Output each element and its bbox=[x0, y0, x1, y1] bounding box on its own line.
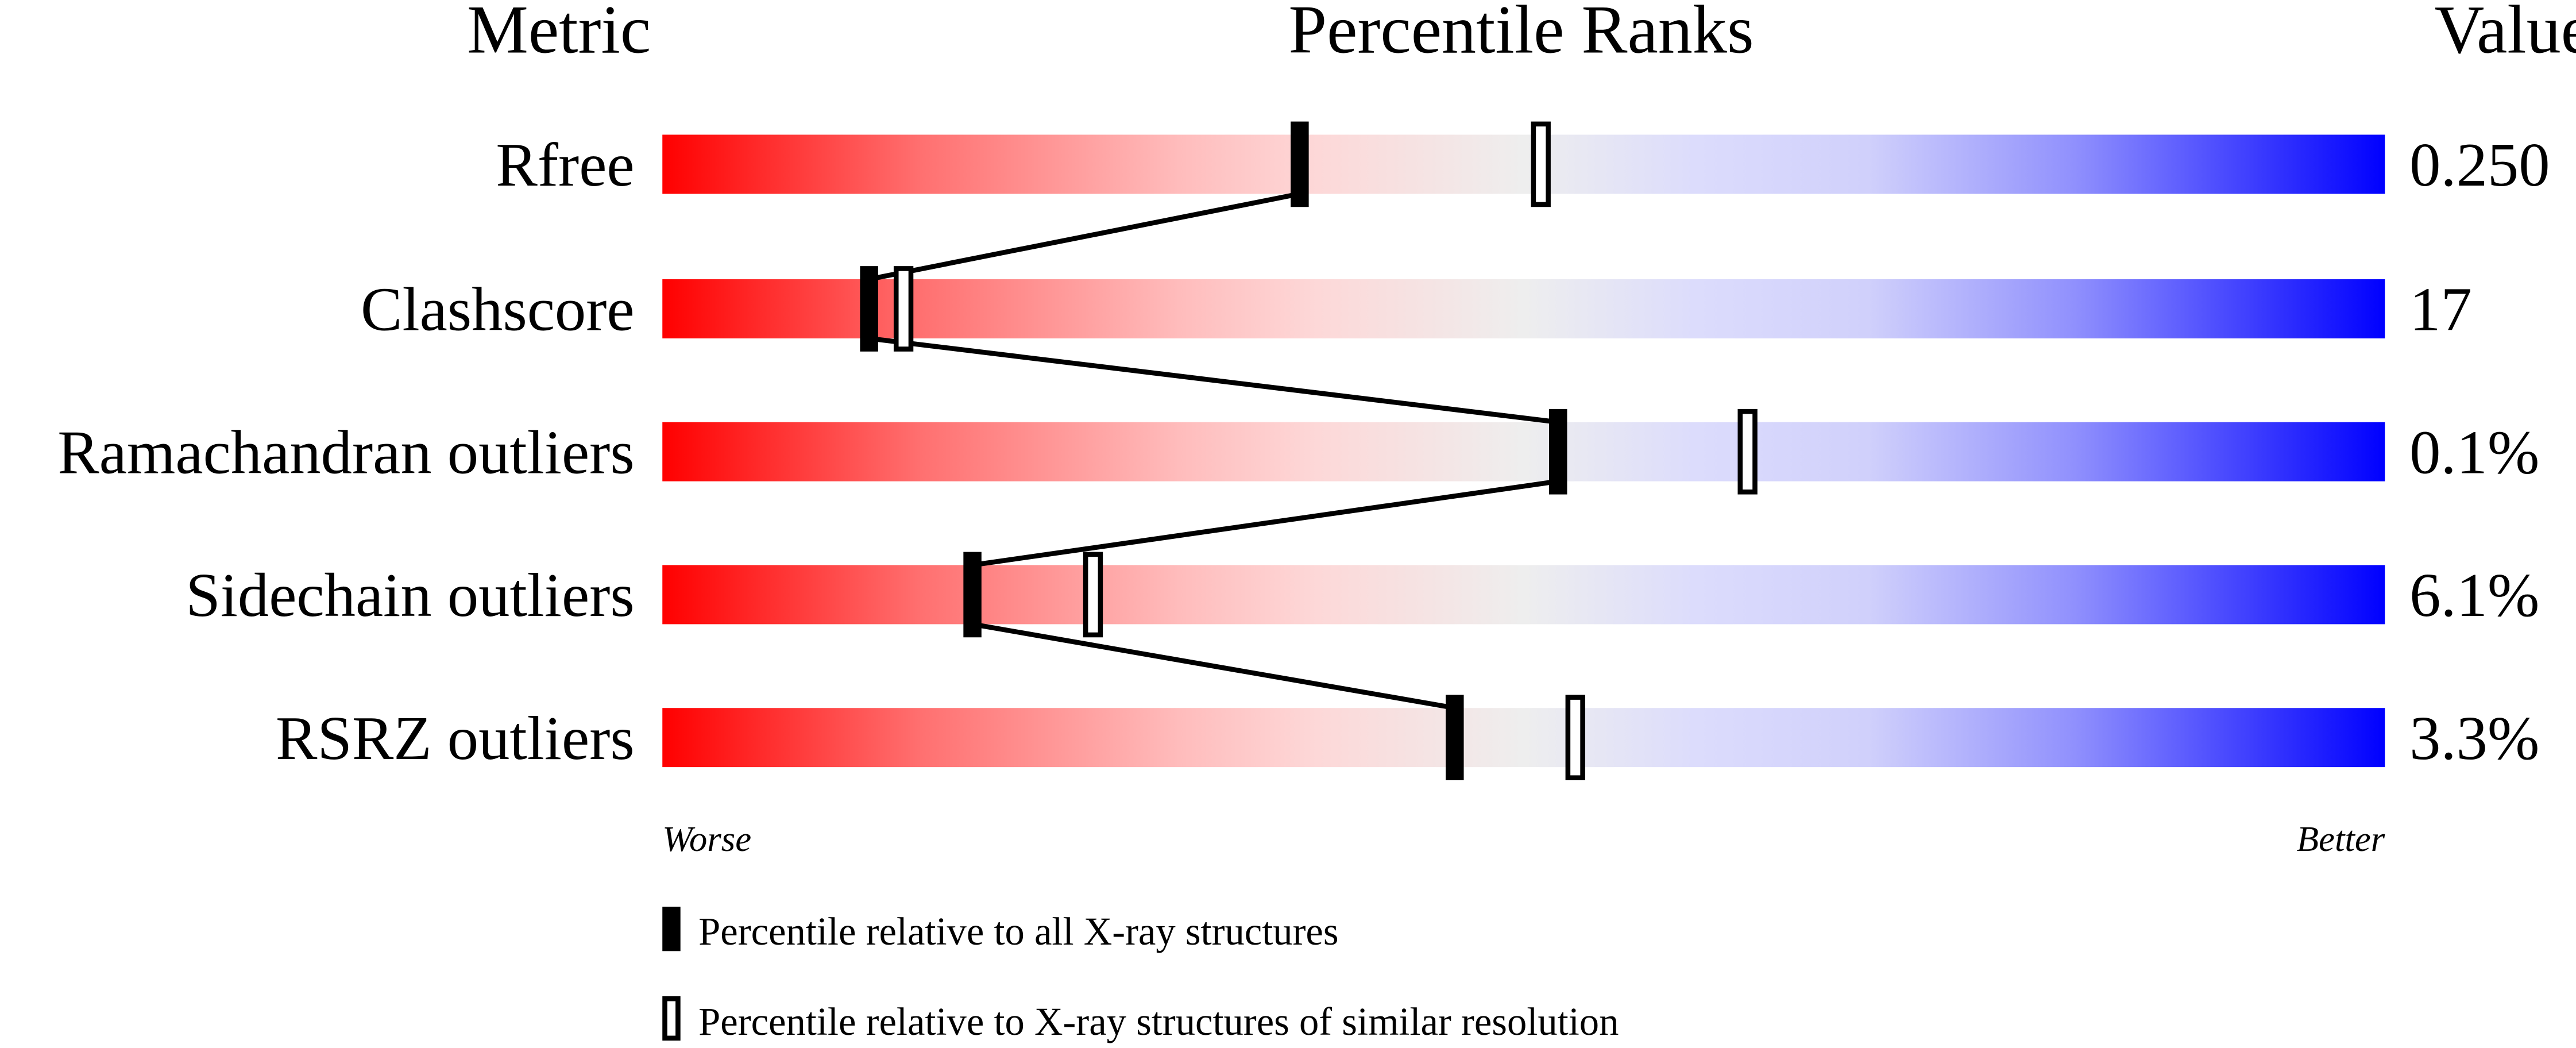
metric-value: 6.1% bbox=[2409, 561, 2539, 630]
header-value: Value bbox=[2435, 0, 2576, 67]
connector-line bbox=[972, 622, 1455, 711]
metric-label: Sidechain outliers bbox=[186, 561, 634, 630]
marker-similar-resolution bbox=[1737, 409, 1758, 495]
connector-line bbox=[868, 336, 1559, 425]
marker-all-structures bbox=[860, 266, 878, 352]
legend-all-label: Percentile relative to all X-ray structu… bbox=[698, 910, 1338, 953]
percentile-bar bbox=[662, 422, 2385, 481]
marker-similar-resolution bbox=[893, 266, 914, 352]
connector-line bbox=[868, 191, 1300, 282]
metric-value: 0.250 bbox=[2409, 130, 2550, 199]
metric-value: 0.1% bbox=[2409, 418, 2539, 487]
axis-better-label: Better bbox=[2297, 819, 2385, 859]
marker-all-structures bbox=[1291, 121, 1309, 207]
percentile-bar bbox=[662, 565, 2385, 625]
metric-value: 3.3% bbox=[2409, 704, 2539, 773]
marker-similar-resolution bbox=[1565, 695, 1585, 780]
marker-similar-resolution bbox=[1531, 121, 1551, 207]
percentile-bar bbox=[662, 279, 2385, 338]
marker-all-structures bbox=[963, 552, 982, 638]
legend-similar-label: Percentile relative to X-ray structures … bbox=[698, 1000, 1619, 1043]
legend-open-marker bbox=[662, 996, 681, 1041]
connector-line bbox=[972, 479, 1559, 568]
percentile-bar bbox=[662, 708, 2385, 768]
metric-value: 17 bbox=[2409, 275, 2472, 344]
metric-label: Clashscore bbox=[361, 275, 635, 344]
marker-all-structures bbox=[1549, 409, 1567, 495]
legend-filled-marker bbox=[662, 907, 681, 951]
header-percentile-ranks: Percentile Ranks bbox=[1288, 0, 1754, 67]
marker-all-structures bbox=[1446, 695, 1464, 780]
marker-similar-resolution bbox=[1083, 552, 1103, 638]
percentile-bar bbox=[662, 134, 2385, 194]
axis-worse-label: Worse bbox=[662, 819, 751, 859]
metric-label: RSRZ outliers bbox=[276, 704, 635, 773]
header-metric: Metric bbox=[467, 0, 651, 67]
metric-label: Ramachandran outliers bbox=[57, 418, 634, 487]
metric-label: Rfree bbox=[496, 130, 634, 199]
